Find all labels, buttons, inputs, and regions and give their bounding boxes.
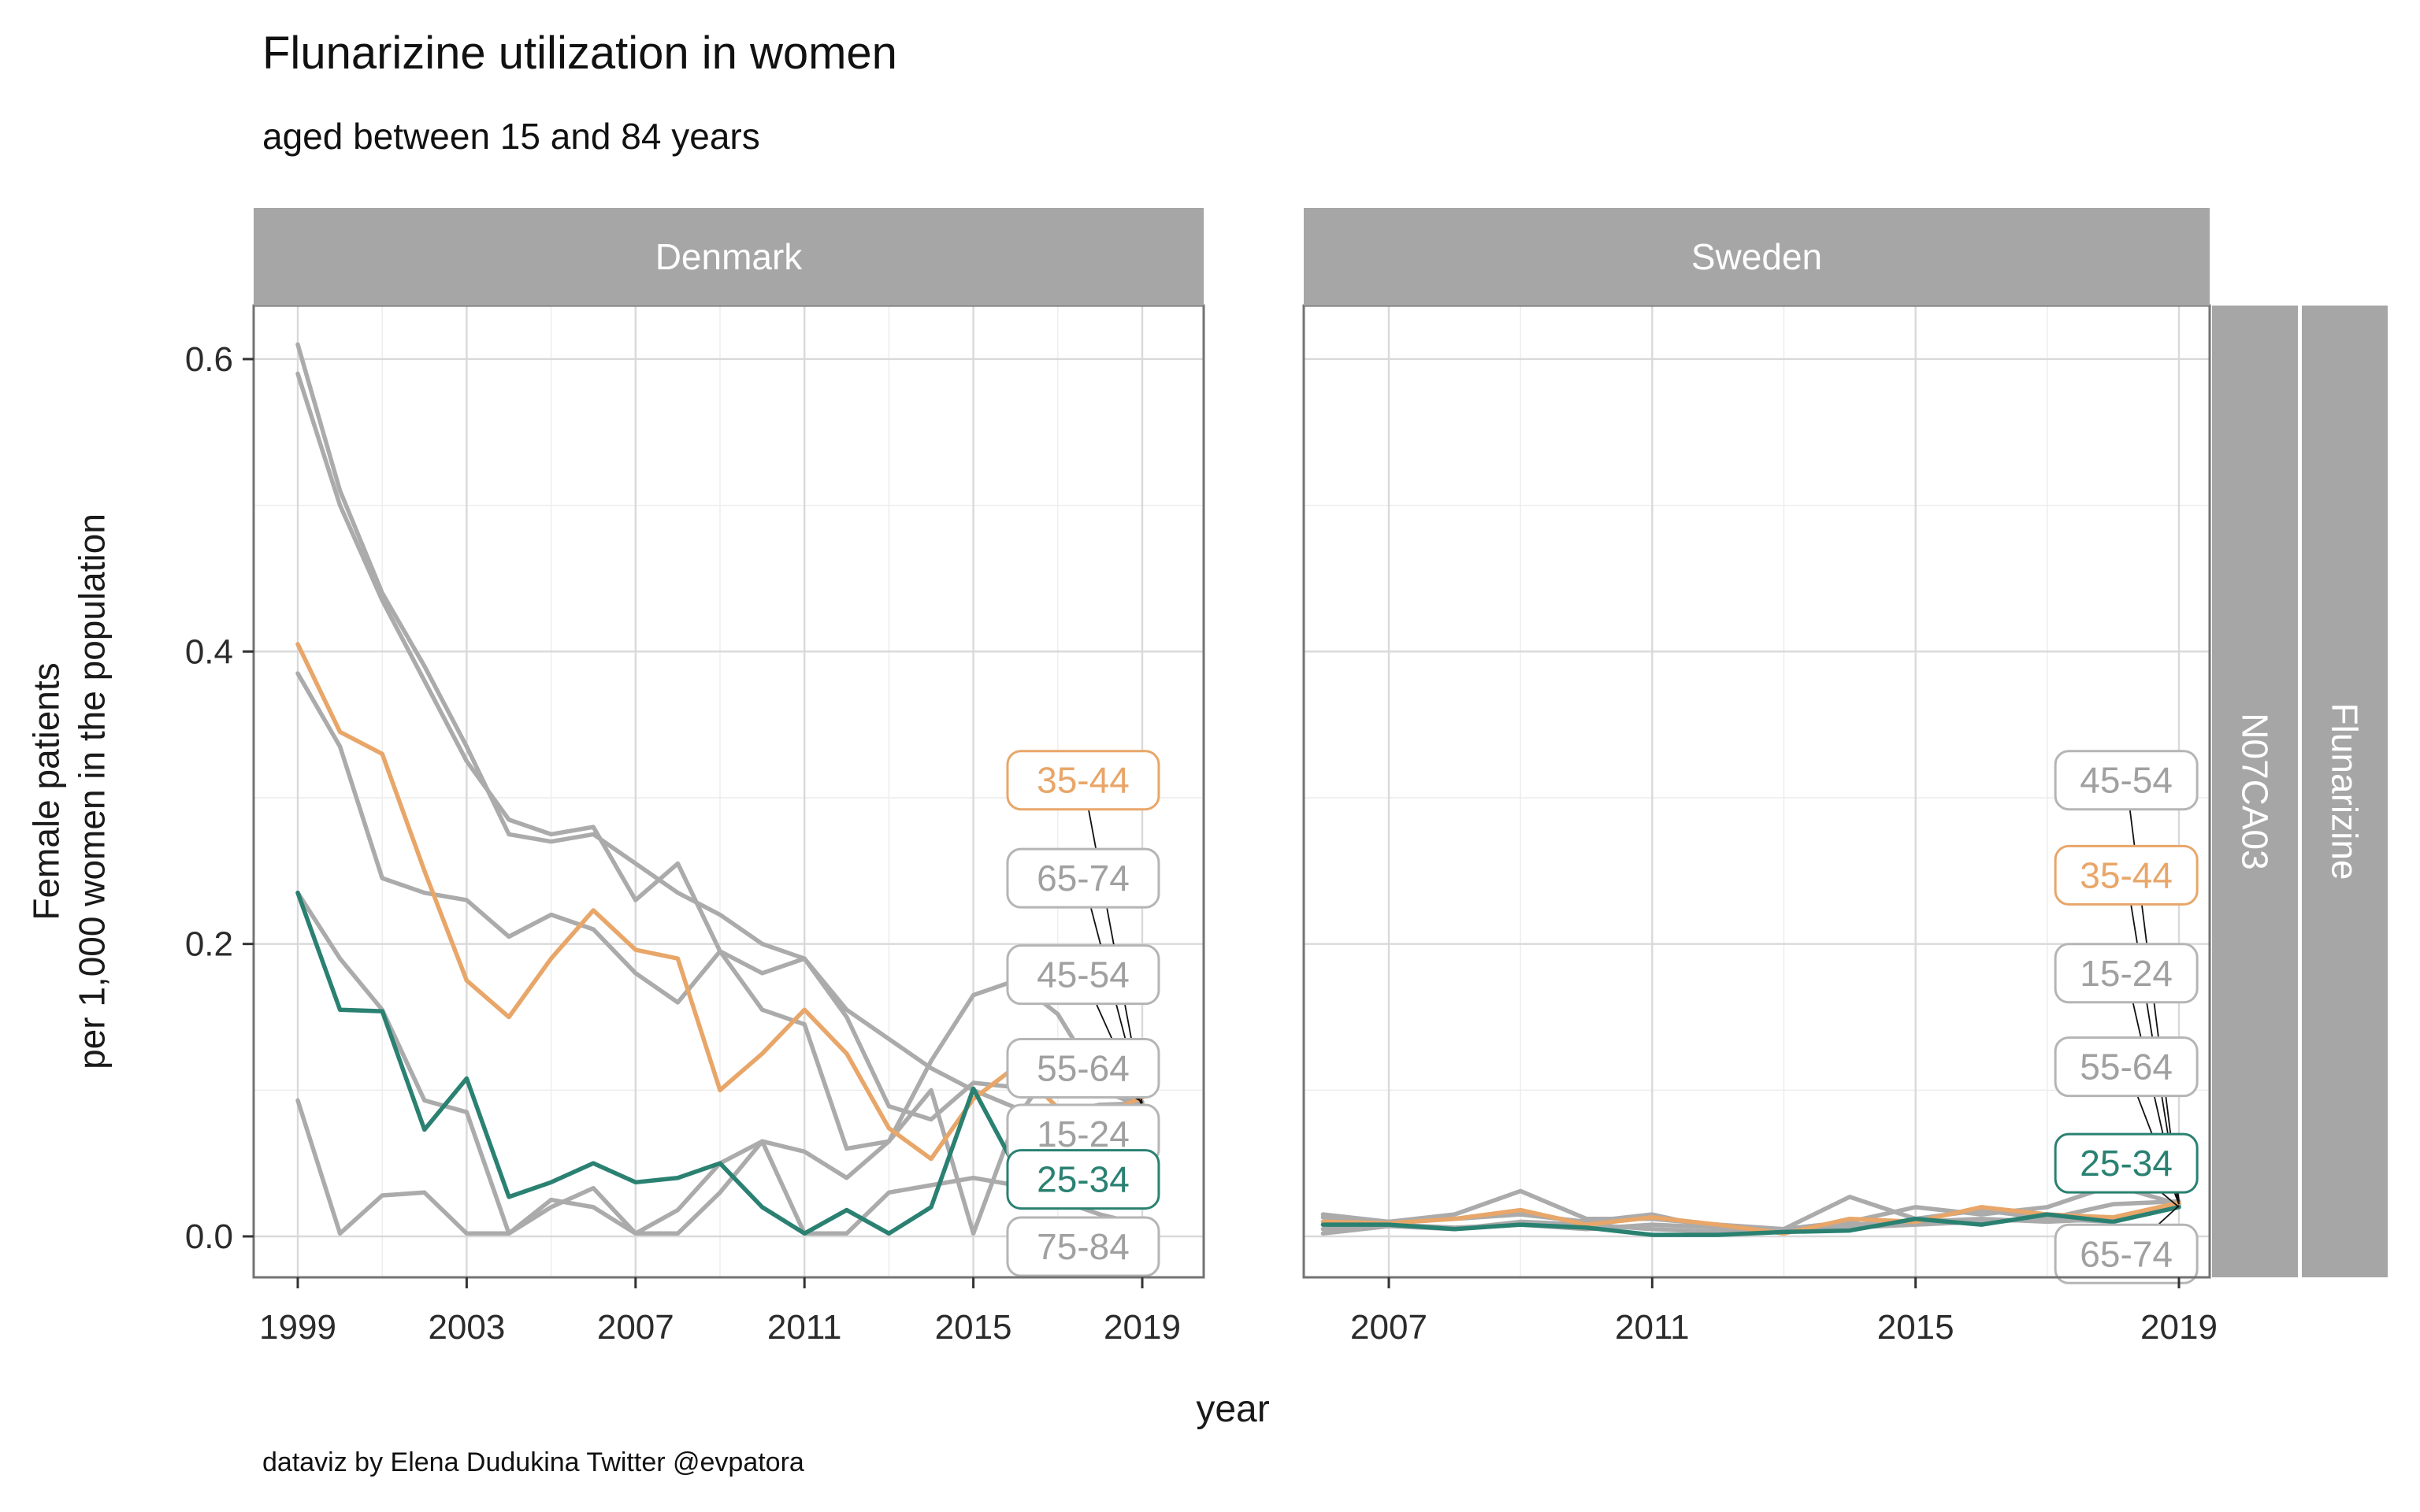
- x-tick-label: 2015: [935, 1308, 1012, 1347]
- y-tick-label: 0.6: [185, 340, 233, 379]
- series-label-text: 55-64: [2080, 1047, 2173, 1088]
- series-label-sweden-45-54: 45-54: [2054, 750, 2199, 811]
- line-denmark-65-74: [295, 342, 1145, 1114]
- facet-strip-label: Denmark: [655, 236, 804, 277]
- right-strip-flunarizine: [2302, 306, 2388, 1277]
- x-tick-label: 1999: [259, 1308, 336, 1347]
- series-label-text: 45-54: [2080, 760, 2173, 801]
- y-tick-label: 0.0: [185, 1217, 233, 1256]
- series-label-text: 25-34: [1037, 1159, 1130, 1200]
- x-tick-label: 2011: [1615, 1308, 1690, 1347]
- x-tick-label: 2003: [428, 1308, 505, 1347]
- line-denmark-25-34: [295, 890, 1145, 1236]
- y-tick-label: 0.4: [185, 632, 233, 671]
- series-label-sweden-35-44: 35-44: [2054, 844, 2199, 906]
- x-tick-label: 2019: [2140, 1308, 2218, 1347]
- series-label-sweden-15-24: 15-24: [2054, 943, 2199, 1004]
- right-strip-label: N07CA03: [2235, 713, 2276, 869]
- series-label-text: 65-74: [1037, 858, 1130, 899]
- series-label-text: 15-24: [1037, 1114, 1130, 1154]
- series-label-denmark-35-44: 35-44: [1006, 750, 1160, 811]
- series-label-denmark-55-64: 55-64: [1006, 1037, 1160, 1099]
- x-tick-label: 2015: [1877, 1308, 1954, 1347]
- series-label-denmark-15-24: 15-24: [1006, 1103, 1160, 1165]
- series-label-text: 55-64: [1037, 1047, 1130, 1088]
- line-denmark-35-44: [295, 642, 1145, 1162]
- series-label-text: 75-84: [1037, 1226, 1130, 1267]
- facet-strip-label: Sweden: [1691, 236, 1822, 277]
- data-lines: [1320, 1183, 2181, 1237]
- series-label-text: 35-44: [1037, 760, 1130, 801]
- series-label-text: 15-24: [2080, 953, 2173, 994]
- series-label-text: 25-34: [2080, 1143, 2173, 1184]
- facet-strip-denmark: [254, 208, 1204, 306]
- x-axis-title: year: [1196, 1388, 1270, 1430]
- series-label-text: 35-44: [2080, 854, 2173, 895]
- series-label-sweden-55-64: 55-64: [2054, 1036, 2199, 1098]
- x-tick-label: 2007: [597, 1308, 674, 1347]
- series-label-denmark-45-54: 45-54: [1006, 944, 1160, 1006]
- y-tick-label: 0.2: [185, 925, 233, 964]
- chart-subtitle: aged between 15 and 84 years: [262, 116, 760, 157]
- series-label-denmark-65-74: 65-74: [1006, 847, 1160, 909]
- facet-strip-sweden: [1304, 208, 2210, 306]
- line-sweden-35-44: [1320, 1200, 2181, 1236]
- panel-denmark: 35-44 65-74 45-54 55-64 15-24 25-34 75-84 1999 2…: [252, 208, 1205, 1347]
- series-label-denmark-75-84: 75-84: [1006, 1216, 1160, 1277]
- x-tick-label: 2011: [767, 1308, 842, 1347]
- data-lines: [295, 342, 1145, 1236]
- right-strip-n07ca03: [2212, 306, 2298, 1277]
- chart-title: Flunarizine utilization in women: [262, 28, 897, 79]
- x-tick-label: 2007: [1350, 1308, 1427, 1347]
- series-label-text: 45-54: [1037, 954, 1130, 995]
- series-label-sweden-25-34: 25-34: [2054, 1132, 2199, 1194]
- right-strip-label: Flunarizine: [2325, 703, 2366, 880]
- line-denmark-45-54: [295, 371, 1145, 1122]
- chart-caption: dataviz by Elena Dudukina Twitter @evpat…: [262, 1447, 804, 1477]
- series-label-text: 65-74: [2080, 1233, 2173, 1274]
- x-tick-label: 2019: [1104, 1308, 1181, 1347]
- line-denmark-75-84: [295, 1098, 1145, 1236]
- series-label-sweden-65-74: 65-74: [2054, 1223, 2199, 1284]
- line-sweden-25-34: [1320, 1205, 2181, 1237]
- panel-sweden: 45-54 35-44 15-24 55-64 25-34 65-74 2007 2011 20…: [1302, 208, 2218, 1347]
- series-label-denmark-25-34: 25-34: [1006, 1149, 1160, 1210]
